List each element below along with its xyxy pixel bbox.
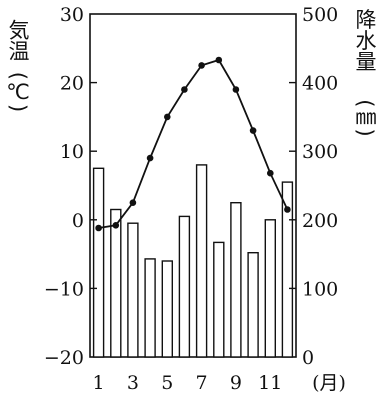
left-tick-label: 30 <box>60 4 84 26</box>
temp-point-10 <box>249 127 257 134</box>
left-axis-title: 気温 <box>6 19 30 61</box>
temp-point-2 <box>112 222 120 229</box>
right-axis-unit: (㎜) <box>353 99 377 136</box>
temp-point-4 <box>146 154 154 162</box>
precip-bar-7 <box>195 164 208 358</box>
precip-bar-11 <box>264 219 276 358</box>
right-tick-label: 100 <box>302 278 338 300</box>
x-tick-label: 11 <box>258 372 282 394</box>
x-tick-label: 5 <box>161 372 173 394</box>
precip-bar-9 <box>230 201 242 358</box>
precip-bar-12 <box>281 181 294 358</box>
precip-bar-6 <box>178 215 191 358</box>
plot-frame <box>89 13 297 358</box>
precip-bar-1 <box>92 167 105 358</box>
left-tick-label: 0 <box>72 210 84 232</box>
precip-bar-10 <box>247 251 259 358</box>
right-axis-title: 降水量 <box>353 9 377 72</box>
left-axis-unit: (℃) <box>6 72 30 112</box>
axis-ticks <box>90 81 296 290</box>
temp-point-3 <box>129 199 137 206</box>
x-tick-label: 1 <box>93 372 105 394</box>
temp-point-9 <box>232 86 240 93</box>
right-tick-label: 500 <box>302 4 338 26</box>
temp-point-12 <box>284 206 291 213</box>
x-axis-unit: (月) <box>312 372 346 394</box>
temp-point-7 <box>198 62 205 69</box>
temp-point-1 <box>95 224 102 232</box>
temp-point-6 <box>181 86 188 93</box>
x-tick-label: 9 <box>230 372 242 394</box>
temp-point-8 <box>215 56 223 64</box>
temp-point-11 <box>267 169 274 177</box>
x-tick-label: 3 <box>127 372 139 394</box>
right-tick-label: 400 <box>302 73 338 95</box>
right-tick-label: 300 <box>302 141 338 163</box>
precip-bar-8 <box>213 241 225 358</box>
precip-bar-2 <box>110 208 122 358</box>
left-tick-label: 20 <box>60 73 84 95</box>
precip-bar-5 <box>161 260 174 358</box>
x-tick-label: 7 <box>196 372 208 394</box>
precipitation-bars <box>92 164 294 358</box>
right-tick-label: 200 <box>302 210 338 232</box>
right-tick-label: 0 <box>302 347 314 369</box>
left-tick-label: −10 <box>44 278 84 300</box>
left-tick-label: −20 <box>44 347 84 369</box>
precip-bar-4 <box>144 258 156 358</box>
temperature-line <box>98 58 289 229</box>
left-tick-label: 10 <box>60 141 84 163</box>
temperature-points <box>95 56 291 232</box>
precip-bar-3 <box>127 222 139 358</box>
temp-point-5 <box>164 113 171 121</box>
